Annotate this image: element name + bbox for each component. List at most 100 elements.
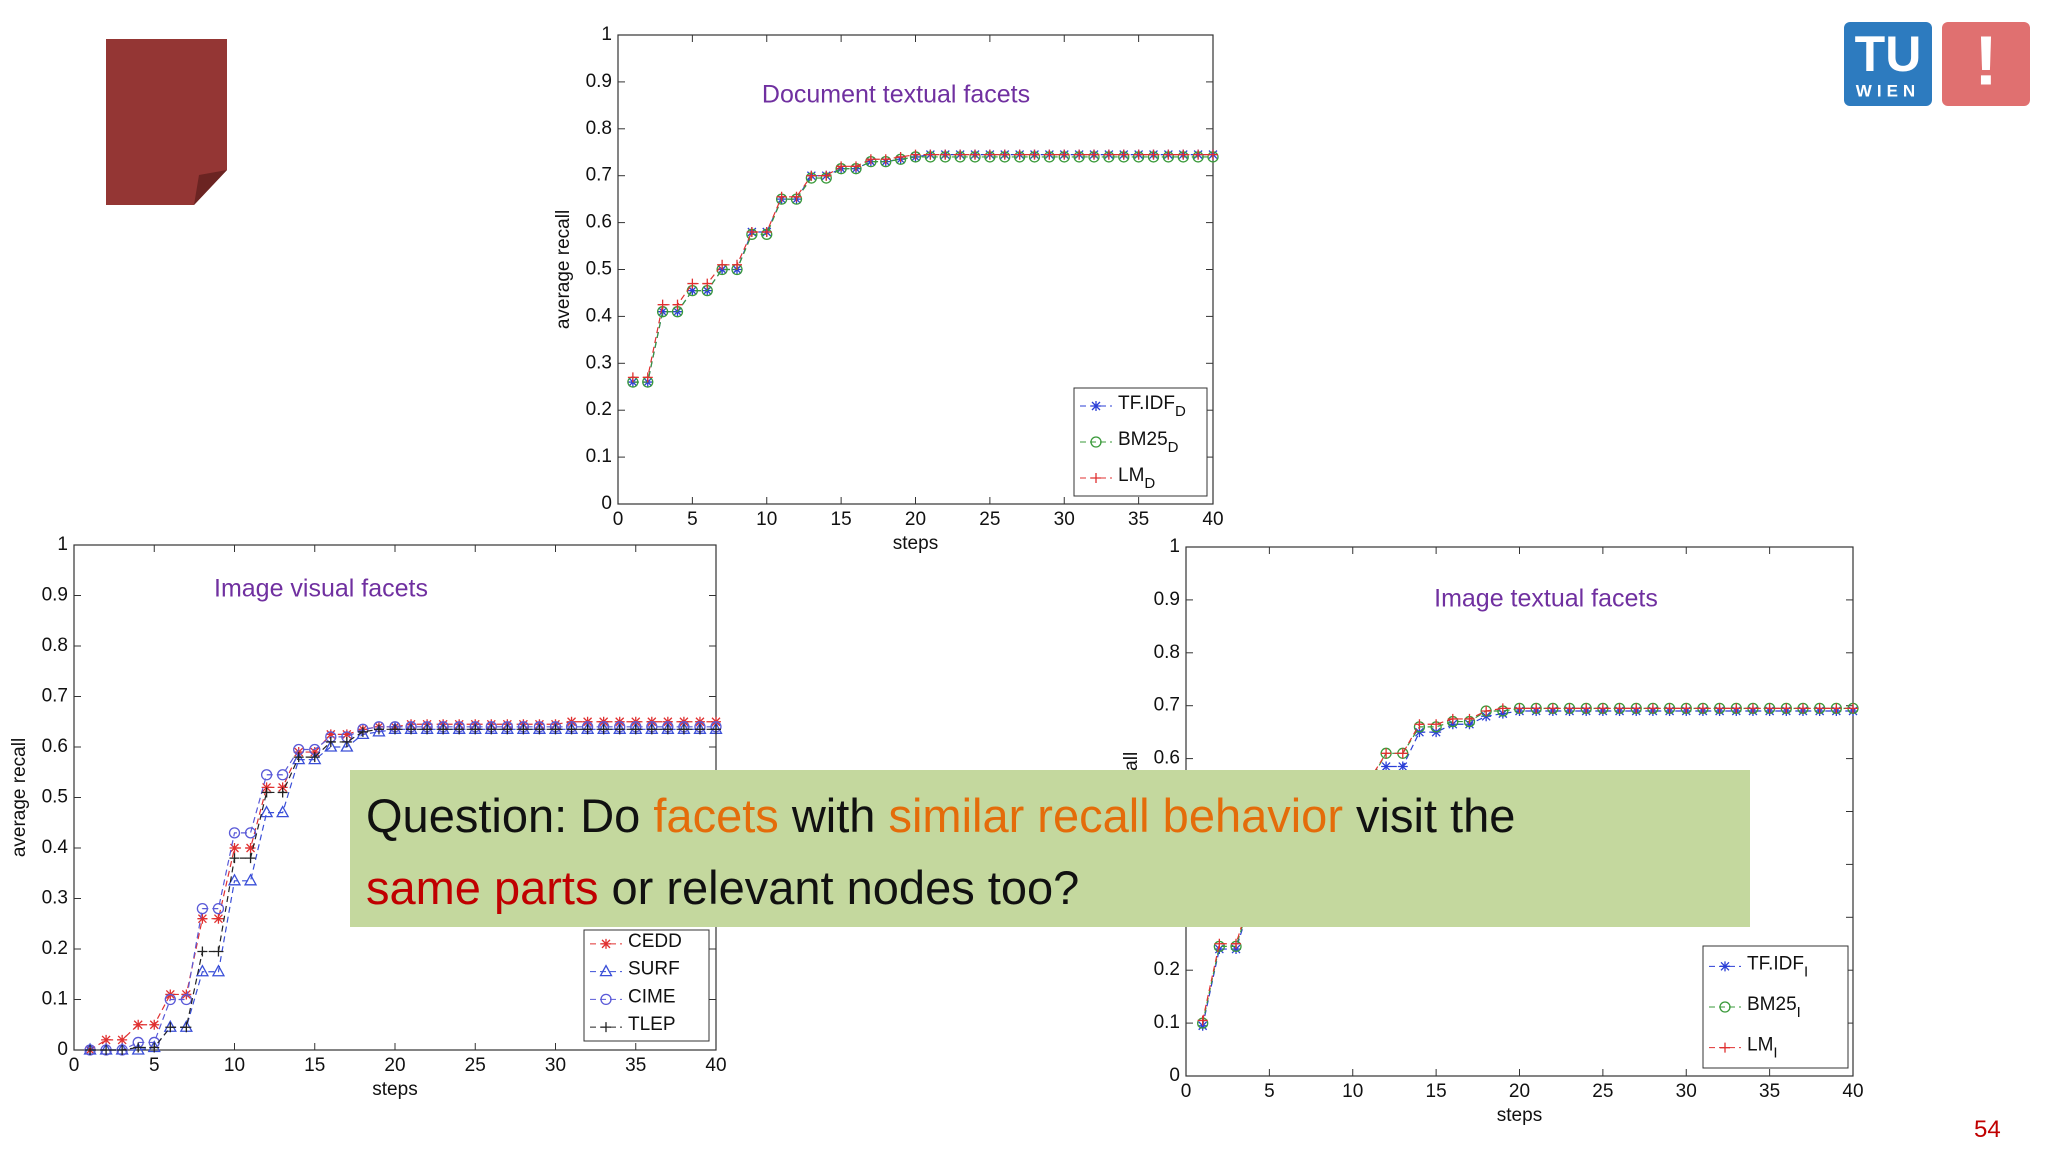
q-text: or relevant nodes too? xyxy=(598,861,1080,914)
marker xyxy=(614,721,626,733)
marker xyxy=(1447,719,1458,730)
marker xyxy=(1431,719,1442,730)
marker xyxy=(1581,703,1592,714)
legend-marker xyxy=(1719,1001,1731,1013)
marker xyxy=(1514,703,1525,714)
marker xyxy=(630,724,641,735)
x-tick-label: 10 xyxy=(756,509,777,530)
marker xyxy=(1044,149,1055,160)
marker xyxy=(710,721,722,733)
marker xyxy=(228,827,241,839)
marker xyxy=(421,721,433,733)
marker xyxy=(924,151,937,163)
marker xyxy=(1781,703,1792,714)
marker xyxy=(1088,151,1100,163)
marker xyxy=(1074,149,1085,160)
y-tick-label: 0.5 xyxy=(586,259,612,280)
marker xyxy=(1089,149,1099,160)
marker xyxy=(835,163,847,175)
marker xyxy=(1214,938,1225,949)
marker xyxy=(1177,151,1189,163)
marker xyxy=(969,151,981,163)
marker xyxy=(1013,151,1026,163)
marker xyxy=(1497,705,1509,717)
y-tick-label: 0 xyxy=(601,493,612,514)
marker xyxy=(836,161,847,172)
marker xyxy=(955,149,966,160)
marker xyxy=(293,752,304,763)
marker xyxy=(101,1045,112,1055)
marker xyxy=(895,151,906,162)
x-tick-label: 40 xyxy=(1202,509,1223,530)
marker xyxy=(851,161,861,172)
x-tick-label: 10 xyxy=(1342,1081,1363,1102)
y-tick-label: 1 xyxy=(1169,536,1180,557)
y-tick-label: 0.1 xyxy=(586,446,612,467)
marker xyxy=(1413,721,1426,733)
marker xyxy=(1414,719,1425,730)
marker xyxy=(1464,713,1475,724)
x-axis-label: steps xyxy=(893,533,938,554)
x-tick-label: 5 xyxy=(149,1055,160,1076)
marker xyxy=(711,724,721,735)
marker xyxy=(1208,149,1218,160)
legend-label: CIME xyxy=(628,986,676,1007)
marker xyxy=(261,787,272,798)
marker xyxy=(939,151,951,163)
legend-subscript: D xyxy=(1168,439,1179,456)
marker xyxy=(1531,703,1542,714)
marker xyxy=(646,721,658,733)
marker xyxy=(1697,703,1708,714)
marker xyxy=(1381,761,1392,772)
marker xyxy=(502,724,513,735)
marker xyxy=(1147,151,1160,163)
series-line xyxy=(1202,710,1853,1026)
marker xyxy=(260,769,273,781)
chart-title: Document textual facets xyxy=(762,81,1030,109)
x-tick-label: 25 xyxy=(1592,1081,1613,1102)
marker xyxy=(453,721,465,733)
marker xyxy=(1132,151,1145,163)
marker xyxy=(1463,715,1476,728)
x-tick-label: 10 xyxy=(224,1055,245,1076)
marker xyxy=(309,747,320,758)
marker xyxy=(309,752,320,763)
marker xyxy=(940,149,951,160)
marker xyxy=(373,721,385,733)
tu-text: TU xyxy=(1855,26,1922,82)
marker xyxy=(1178,149,1189,160)
marker xyxy=(517,721,530,733)
marker xyxy=(1731,703,1742,714)
marker xyxy=(276,805,290,818)
q-text: with xyxy=(778,789,889,842)
y-tick-label: 0.6 xyxy=(42,736,68,757)
page-number: 54 xyxy=(1974,1116,2001,1143)
legend-subscript: I xyxy=(1804,963,1808,980)
marker xyxy=(501,721,514,733)
x-tick-label: 5 xyxy=(687,509,698,530)
marker xyxy=(1797,703,1808,714)
marker xyxy=(597,721,610,733)
marker xyxy=(1631,703,1642,714)
marker xyxy=(1381,748,1392,759)
marker xyxy=(790,193,803,205)
legend-name: SURF xyxy=(628,959,680,980)
marker xyxy=(565,721,578,733)
marker xyxy=(791,191,802,202)
marker xyxy=(117,1034,128,1045)
y-tick-label: 0.8 xyxy=(586,118,612,139)
marker xyxy=(405,721,417,733)
legend-marker xyxy=(601,1022,611,1033)
marker xyxy=(671,306,684,318)
marker xyxy=(1231,944,1242,955)
marker xyxy=(910,149,921,160)
marker xyxy=(566,724,577,735)
legend-marker xyxy=(599,964,613,977)
q-text: Question: Do xyxy=(366,789,654,842)
legend-name: LM xyxy=(1118,465,1144,486)
marker xyxy=(1197,1020,1208,1031)
marker xyxy=(1497,703,1508,714)
x-tick-label: 0 xyxy=(69,1055,80,1076)
marker xyxy=(646,724,657,735)
